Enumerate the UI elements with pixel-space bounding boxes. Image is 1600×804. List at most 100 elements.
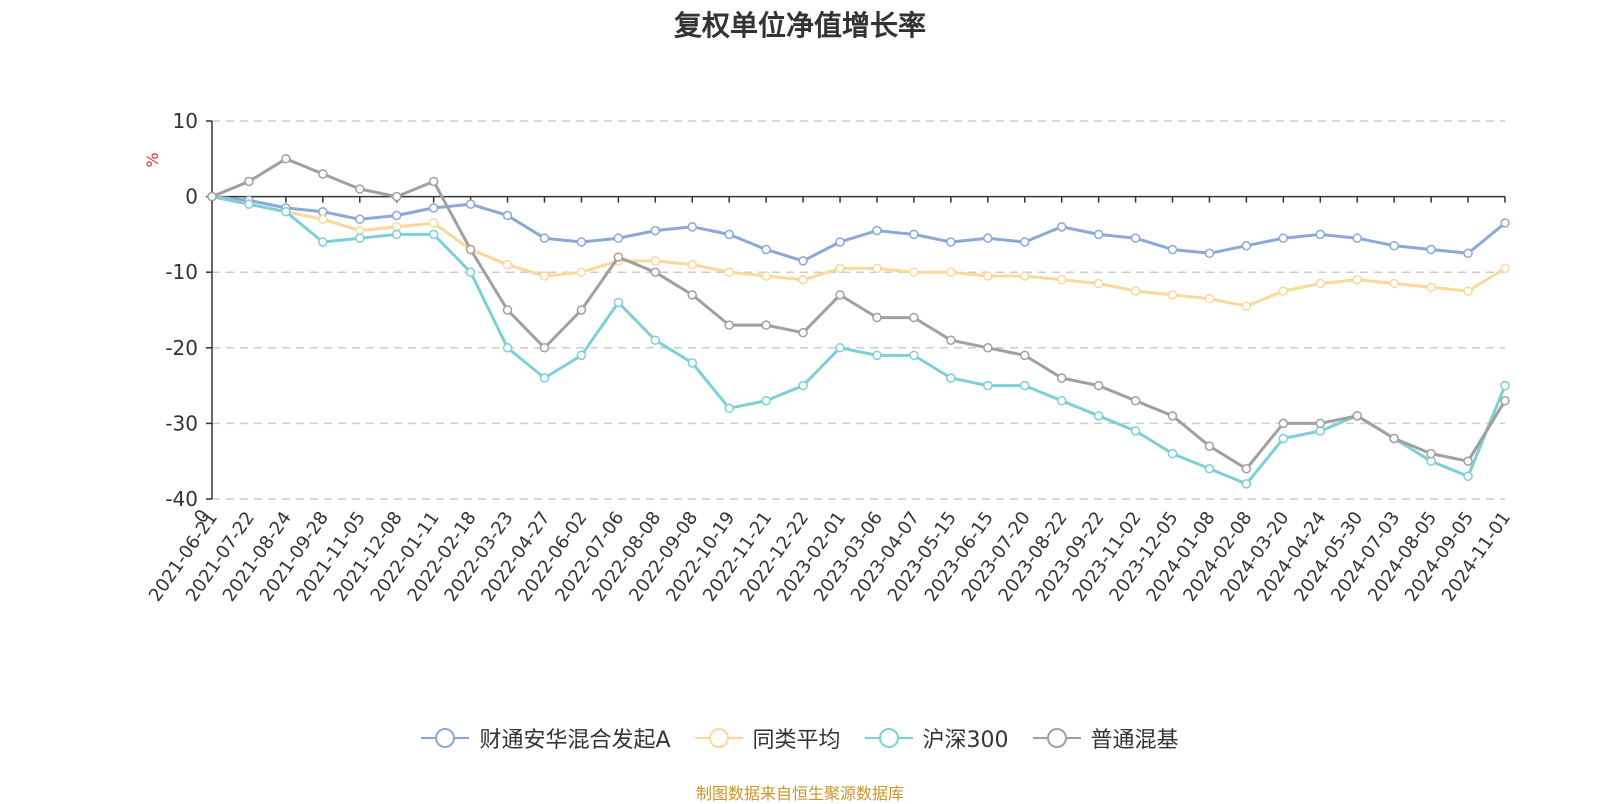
series-point-2 [539, 373, 550, 383]
series-point-2 [909, 350, 919, 361]
series-point-3 [391, 191, 402, 202]
series-point-1 [1093, 278, 1104, 289]
series-point-1 [798, 275, 808, 285]
series-point-3 [650, 267, 661, 277]
series-point-0 [798, 256, 808, 266]
y-tick-label: 10 [173, 109, 198, 133]
series-point-0 [1056, 222, 1067, 232]
series-point-0 [465, 199, 476, 209]
series-point-1 [1056, 275, 1067, 285]
series-point-3 [1278, 418, 1289, 429]
legend-swatch-mixed-icon [1032, 728, 1081, 748]
series-line-0 [211, 195, 1506, 263]
series-point-3 [613, 252, 624, 262]
series-point-3 [983, 343, 993, 353]
series-point-3 [1241, 464, 1252, 474]
series-point-1 [1241, 301, 1252, 311]
series-point-1 [761, 271, 771, 281]
y-tick-label: -20 [165, 336, 198, 360]
series-point-3 [465, 244, 476, 255]
series-point-2 [687, 358, 698, 368]
series-point-2 [1426, 456, 1436, 466]
series-point-2 [983, 380, 993, 391]
series-point-1 [355, 225, 365, 236]
series-point-1 [1315, 278, 1326, 289]
series-point-0 [724, 229, 734, 240]
series-point-3 [1056, 373, 1067, 383]
series-point-1 [724, 267, 734, 277]
series-line-2 [211, 195, 1507, 486]
series-point-0 [650, 225, 661, 236]
series-point-3 [872, 312, 882, 323]
series-point-3 [244, 176, 254, 187]
y-tick-label: -10 [165, 260, 198, 284]
legend-swatch-fund-icon [421, 728, 470, 748]
series-point-2 [1278, 433, 1289, 444]
series-point-2 [1500, 380, 1510, 391]
legend-label-mixed-fund-index: 普通混基 [1090, 728, 1179, 753]
series-point-3 [1130, 395, 1141, 406]
series-point-0 [1278, 233, 1289, 243]
series-point-2 [428, 229, 439, 240]
series-point-0 [502, 210, 513, 221]
series-point-1 [539, 271, 550, 281]
series-point-1 [576, 267, 587, 277]
series-line-3 [211, 157, 1507, 471]
series-point-2 [318, 237, 328, 247]
series-point-2 [798, 380, 808, 391]
series-point-3 [539, 343, 550, 353]
series-point-3 [1500, 395, 1510, 406]
legend-item-fund[interactable]: 财通安华混合发起A [421, 722, 671, 754]
series-point-3 [1204, 441, 1215, 451]
series-point-2 [244, 199, 254, 209]
series-point-1 [502, 259, 513, 270]
legend-swatch-csi300-icon [864, 728, 913, 748]
series-point-1 [909, 267, 919, 277]
series-point-1 [318, 214, 328, 225]
series-point-0 [1426, 244, 1436, 255]
series-point-2 [1130, 426, 1141, 436]
series-point-2 [576, 350, 587, 361]
series-point-0 [909, 229, 919, 240]
line-chart: 100-10-20-30-40%2021-06-212021-07-222021… [143, 109, 1515, 606]
series-point-1 [1352, 275, 1362, 285]
series-point-0 [1204, 248, 1215, 259]
series-point-3 [724, 320, 734, 330]
series-point-2 [391, 229, 402, 240]
series-point-1 [1389, 278, 1399, 289]
series-point-3 [576, 305, 587, 315]
series-point-1 [835, 263, 845, 274]
y-tick-label: -30 [165, 411, 198, 435]
series-point-1 [687, 259, 698, 270]
series-point-2 [1241, 479, 1252, 489]
series-point-2 [613, 297, 624, 308]
y-tick-label: 0 [185, 185, 198, 209]
series-point-1 [650, 256, 661, 266]
series-point-0 [1500, 218, 1510, 228]
series-point-0 [1463, 248, 1473, 259]
legend-swatch-peer-icon [694, 728, 743, 748]
series-line-1 [211, 195, 1506, 308]
legend-item-mixed-fund-index[interactable]: 普通混基 [1032, 722, 1179, 754]
chart-title: 复权单位净值增长率 [673, 9, 926, 42]
legend-label-fund: 财通安华混合发起A [479, 728, 671, 753]
series-point-2 [946, 373, 956, 383]
series-point-2 [1463, 471, 1473, 482]
source-note: 制图数据来自恒生聚源数据库 [695, 784, 904, 803]
legend: 财通安华混合发起A 同类平均 沪深300 普通混基 [0, 722, 1600, 754]
series-point-3 [1426, 448, 1436, 459]
series-point-2 [465, 267, 476, 277]
series-point-2 [281, 206, 291, 217]
series-point-0 [761, 244, 771, 255]
series-point-0 [318, 206, 328, 217]
legend-item-csi300[interactable]: 沪深300 [864, 722, 1009, 754]
series-point-2 [1167, 448, 1178, 459]
series-point-0 [355, 214, 365, 225]
series-point-1 [1167, 290, 1178, 300]
legend-item-peer-average[interactable]: 同类平均 [694, 722, 841, 754]
series-point-0 [835, 237, 845, 247]
series-point-0 [687, 222, 698, 232]
series-point-0 [1352, 233, 1362, 243]
series-point-0 [613, 233, 624, 243]
series-point-3 [835, 290, 845, 300]
